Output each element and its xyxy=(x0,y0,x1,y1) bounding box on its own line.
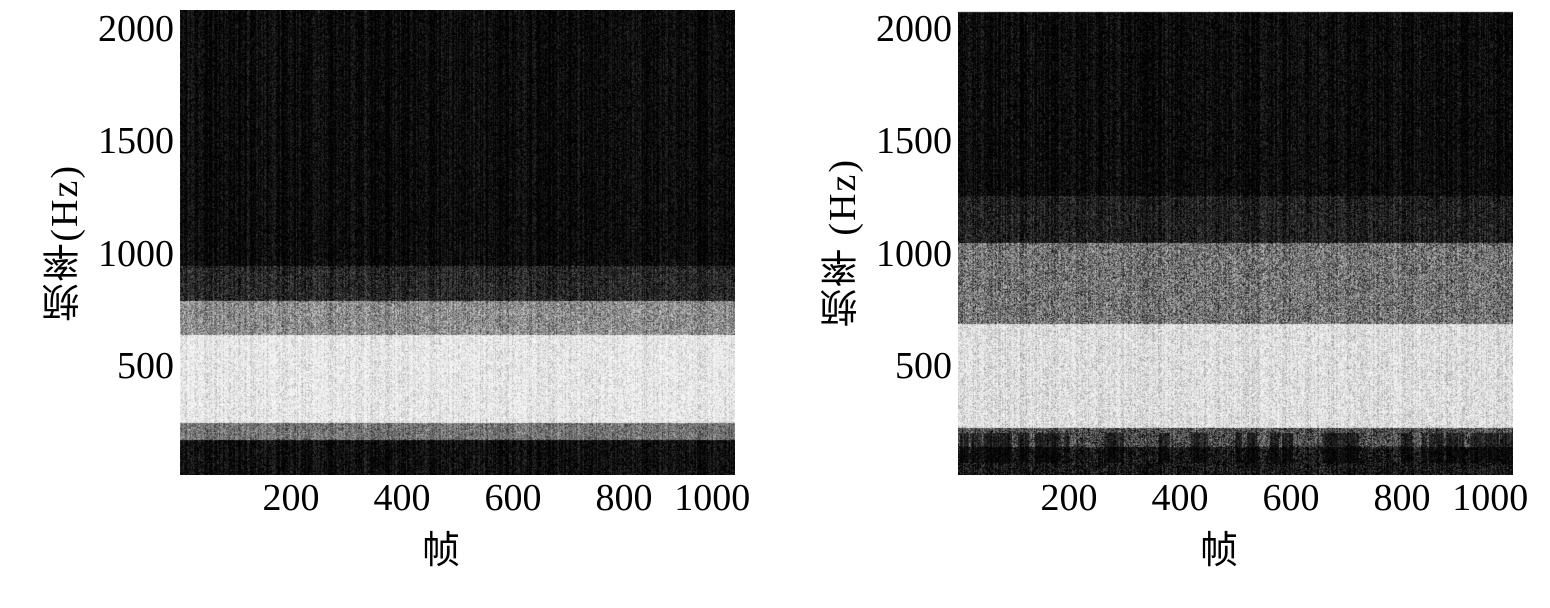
panel-right-plot-row: 频率 (Hz) 2000 1500 1000 500 xyxy=(815,10,1513,475)
panel-right-yticks: 2000 1500 1000 500 xyxy=(876,10,958,475)
ytick-label: 500 xyxy=(117,347,180,385)
ytick-label: 2000 xyxy=(98,10,180,48)
panel-left-xticks: 200 400 600 800 1000 xyxy=(180,475,735,517)
panel-right-xlabel: 帧 xyxy=(1200,519,1238,574)
ytick-label: 500 xyxy=(895,347,958,385)
panel-left-plot-row: 频率(Hz) 2000 1500 1000 500 xyxy=(37,10,735,475)
xtick-label: 800 xyxy=(596,479,653,517)
panel-right-xticks: 200 400 600 800 1000 xyxy=(958,475,1513,517)
panel-left: 频率(Hz) 2000 1500 1000 500 200 400 600 80… xyxy=(37,10,735,574)
ytick-label: 2000 xyxy=(876,10,958,48)
xtick-label: 600 xyxy=(485,479,542,517)
xtick-label: 1000 xyxy=(1452,479,1528,517)
xtick-label: 600 xyxy=(1263,479,1320,517)
xtick-label: 800 xyxy=(1374,479,1431,517)
ytick-label: 1500 xyxy=(98,122,180,160)
panel-left-yticks: 2000 1500 1000 500 xyxy=(98,10,180,475)
panel-right-ylabel: 频率 (Hz) xyxy=(815,158,870,327)
panel-right-spectrogram xyxy=(958,10,1513,475)
panel-right: 频率 (Hz) 2000 1500 1000 500 200 400 600 8… xyxy=(815,10,1513,574)
ytick-label: 1500 xyxy=(876,122,958,160)
xtick-label: 400 xyxy=(374,479,431,517)
ytick-label: 1000 xyxy=(876,235,958,273)
panel-left-spectrogram xyxy=(180,10,735,475)
xtick-label: 1000 xyxy=(674,479,750,517)
panel-left-ylabel: 频率(Hz) xyxy=(37,164,92,322)
xtick-label: 200 xyxy=(1041,479,1098,517)
panel-left-xlabel: 帧 xyxy=(422,519,460,574)
figure-container: 频率(Hz) 2000 1500 1000 500 200 400 600 80… xyxy=(0,0,1550,608)
xtick-label: 200 xyxy=(263,479,320,517)
ytick-label: 1000 xyxy=(98,235,180,273)
xtick-label: 400 xyxy=(1152,479,1209,517)
